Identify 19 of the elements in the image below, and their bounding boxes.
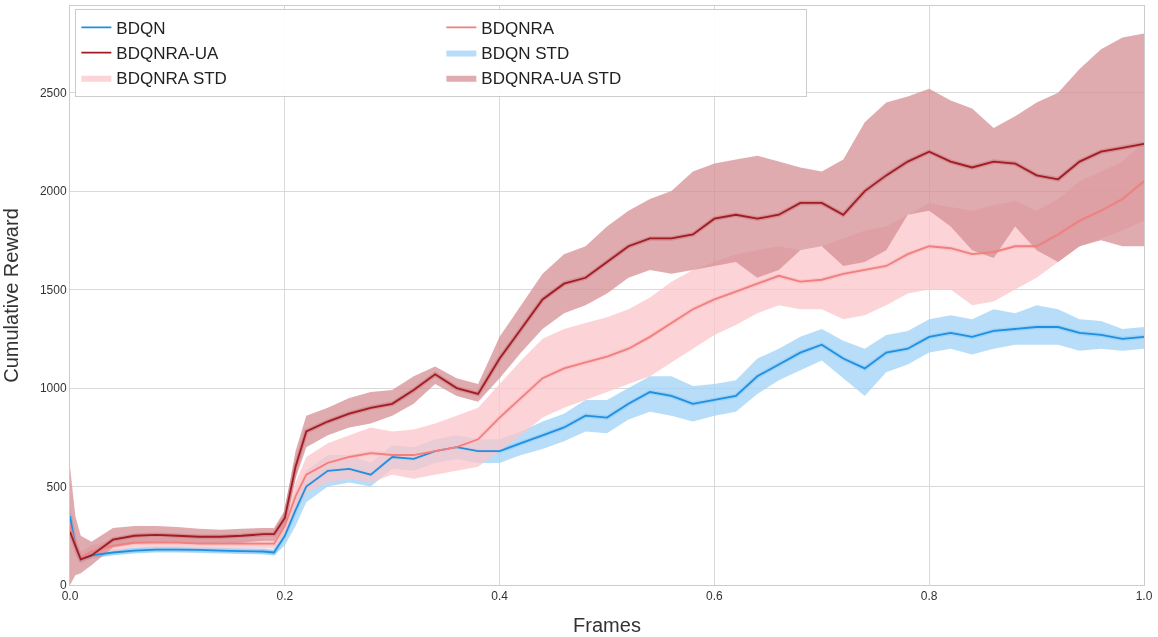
x-tick-label: 0.4 xyxy=(491,589,509,604)
x-tick-label: 0.6 xyxy=(706,589,724,604)
legend-label: BDQNRA xyxy=(481,19,555,39)
x-tick-label: 0.2 xyxy=(276,589,294,604)
legend-label: BDQNRA STD xyxy=(116,69,227,89)
legend-label: BDQN STD xyxy=(481,44,570,64)
legend-label: BDQN xyxy=(116,19,166,39)
legend-label: BDQNRA-UA xyxy=(116,44,220,64)
y-tick-label: 1500 xyxy=(39,282,67,297)
x-tick-label: 0.0 xyxy=(61,589,79,604)
x-axis-title: Frames xyxy=(573,613,641,636)
y-tick-label: 2500 xyxy=(39,85,67,100)
legend-label: BDQNRA-UA STD xyxy=(481,69,622,89)
x-tick-label: 1.0 xyxy=(1135,589,1153,604)
y-axis-title: Cumulative Reward xyxy=(0,208,23,383)
y-tick-label: 2000 xyxy=(39,184,67,199)
y-tick-label: 1000 xyxy=(39,381,67,396)
y-tick-label: 500 xyxy=(46,479,67,494)
x-tick-label: 0.8 xyxy=(920,589,938,604)
